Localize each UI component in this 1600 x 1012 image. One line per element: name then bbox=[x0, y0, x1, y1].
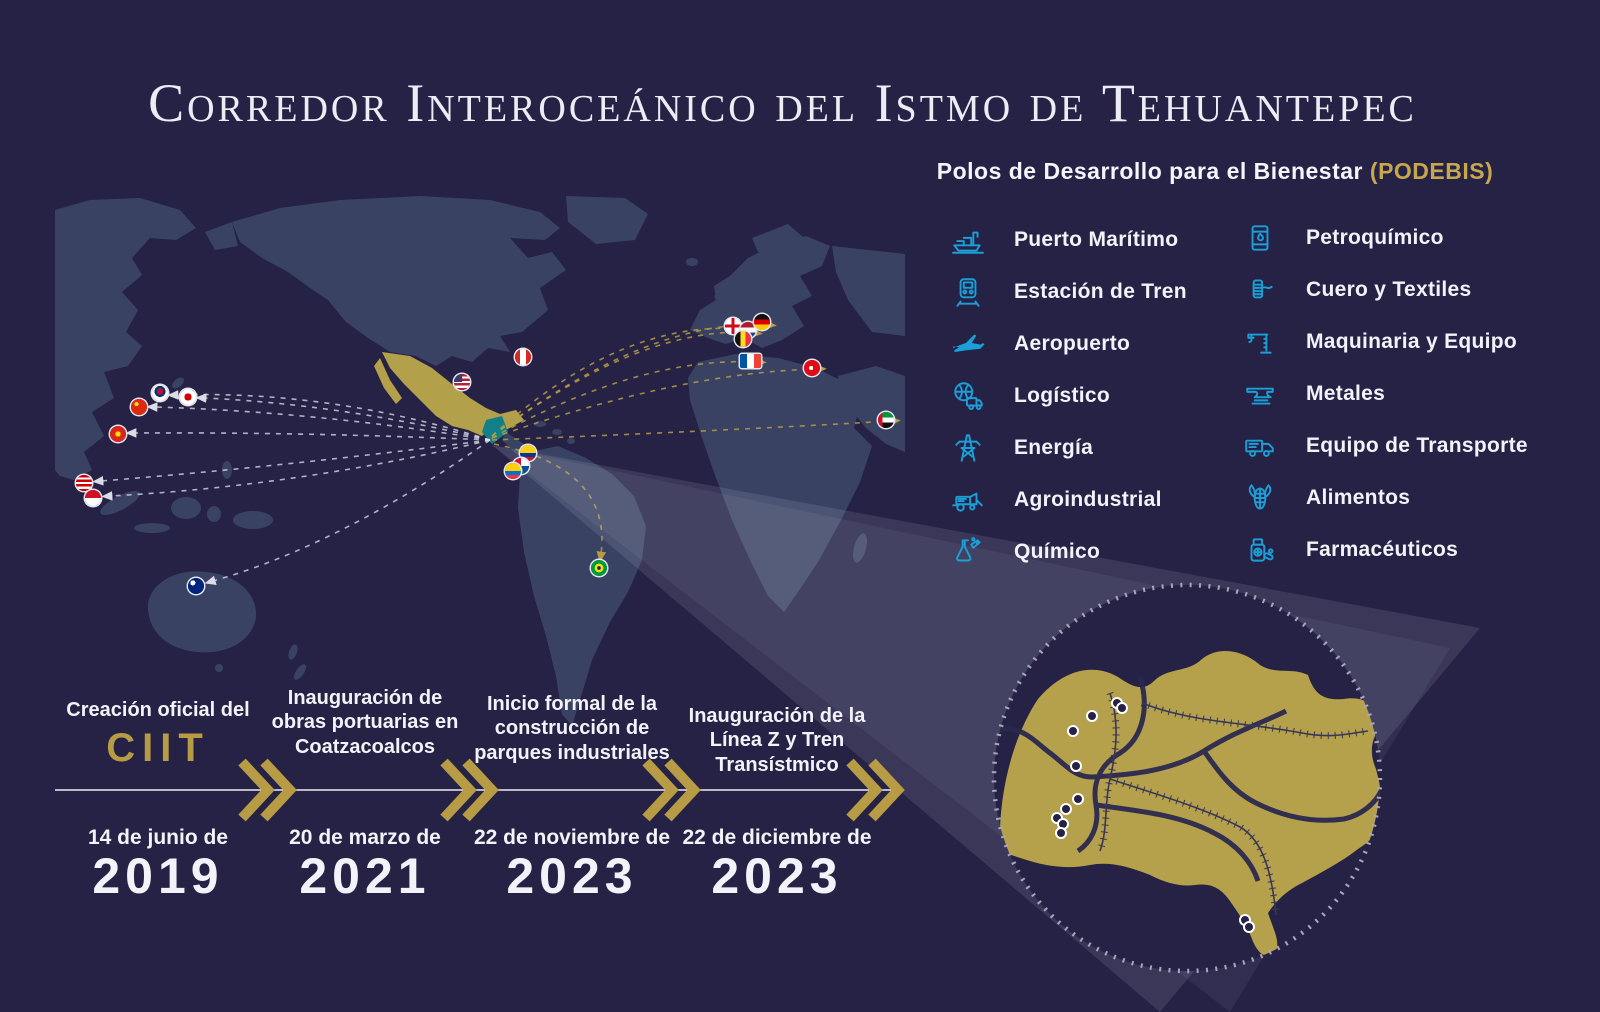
sector-metales: Metales bbox=[1240, 368, 1528, 420]
flag-turkey-icon bbox=[804, 360, 820, 376]
harvester-icon bbox=[948, 483, 988, 517]
sector-label: Químico bbox=[1014, 540, 1101, 563]
podebis-acronym: (PODEBIS) bbox=[1369, 158, 1494, 184]
timeline-chevrons bbox=[238, 758, 905, 822]
connection-lines bbox=[92, 320, 901, 585]
isthmus-highlight bbox=[482, 416, 508, 444]
timeline-caption-accent: CIIT bbox=[106, 726, 210, 771]
timeline-caption-text: Creación oficial del bbox=[66, 699, 250, 721]
thread-spool-icon bbox=[1240, 273, 1280, 307]
plane-icon bbox=[948, 327, 988, 361]
sector-aeropuerto: Aeropuerto bbox=[948, 318, 1187, 370]
sector-label: Metales bbox=[1306, 382, 1386, 405]
timeline-date-4: 22 de diciembre de 2023 bbox=[667, 826, 887, 903]
truck-icon bbox=[1240, 429, 1280, 463]
sector-label: Estación de Tren bbox=[1014, 280, 1187, 303]
timeline-caption-1: Creación oficial del CIIT bbox=[58, 698, 258, 773]
power-tower-icon bbox=[948, 431, 988, 465]
sector-maquinaria-equipo: Maquinaria y Equipo bbox=[1240, 316, 1528, 368]
inset-site-dots bbox=[1051, 697, 1255, 933]
sector-label: Equipo de Transporte bbox=[1306, 434, 1528, 457]
flag-china-icon bbox=[131, 399, 147, 415]
flag-usa-icon bbox=[454, 374, 470, 390]
flag-germany-icon bbox=[754, 314, 770, 330]
sector-petroquimico: Petroquímico bbox=[1240, 212, 1528, 264]
timeline-date-text: 22 de diciembre de bbox=[682, 826, 872, 849]
sector-label: Aeropuerto bbox=[1014, 332, 1131, 355]
flag-uae-icon bbox=[878, 412, 894, 428]
timeline-date-1: 14 de junio de 2019 bbox=[58, 826, 258, 903]
ship-icon bbox=[948, 223, 988, 257]
timeline-date-text: 20 de marzo de bbox=[289, 826, 441, 849]
sector-label: Maquinaria y Equipo bbox=[1306, 330, 1518, 353]
timeline-year: 2021 bbox=[299, 848, 431, 904]
sector-farmaceuticos: Farmacéuticos bbox=[1240, 524, 1528, 576]
sector-label: Agroindustrial bbox=[1014, 488, 1162, 511]
flag-vietnam-icon bbox=[110, 426, 126, 442]
mexico-region bbox=[374, 352, 524, 444]
sector-cuero-textiles: Cuero y Textiles bbox=[1240, 264, 1528, 316]
timeline-year: 2019 bbox=[92, 848, 224, 904]
inset-dotted-border bbox=[991, 582, 1383, 974]
sector-label: Alimentos bbox=[1306, 486, 1411, 509]
inset-isthmus-map bbox=[991, 582, 1383, 974]
flag-colombia-icon bbox=[520, 445, 536, 461]
medicine-bottle-icon bbox=[1240, 533, 1280, 567]
sector-label: Petroquímico bbox=[1306, 226, 1444, 249]
globe-truck-icon bbox=[948, 379, 988, 413]
flag-japan-icon bbox=[180, 389, 196, 405]
flag-uk-icon bbox=[725, 318, 741, 334]
timeline-date-text: 14 de junio de bbox=[87, 826, 229, 849]
continents bbox=[55, 196, 905, 726]
inset-railways bbox=[1096, 691, 1369, 916]
page-title: Corredor Interoceánico del Istmo de Tehu… bbox=[148, 73, 1417, 134]
timeline-year: 2023 bbox=[711, 848, 843, 904]
flag-brazil-icon bbox=[591, 560, 607, 576]
sector-quimico: Químico bbox=[948, 526, 1187, 578]
sector-label: Logístico bbox=[1014, 384, 1111, 407]
inset-landmass bbox=[999, 651, 1380, 956]
sector-label: Farmacéuticos bbox=[1306, 538, 1459, 561]
timeline-date-2: 20 de marzo de 2021 bbox=[265, 826, 465, 903]
sector-alimentos: Alimentos bbox=[1240, 472, 1528, 524]
flag-australia-icon bbox=[188, 578, 204, 594]
podebis-heading-text: Polos de Desarrollo para el Bienestar bbox=[936, 158, 1364, 184]
timeline-year: 2023 bbox=[506, 848, 638, 904]
oil-barrel-icon bbox=[1240, 221, 1280, 255]
train-icon bbox=[948, 275, 988, 309]
podebis-column-left: Puerto Marítimo Estación de Tren Aeropue… bbox=[948, 214, 1187, 578]
sector-puerto-maritimo: Puerto Marítimo bbox=[948, 214, 1187, 266]
sector-label: Puerto Marítimo bbox=[1014, 228, 1179, 251]
timeline-caption-2: Inauguración de obras portuarias en Coat… bbox=[271, 687, 459, 758]
timeline-axis bbox=[55, 758, 905, 822]
corn-icon bbox=[1240, 481, 1280, 515]
crane-icon bbox=[1240, 325, 1280, 359]
podebis-column-right: Petroquímico Cuero y Textiles Maquinaria… bbox=[1240, 212, 1528, 576]
flag-ecuador-icon bbox=[505, 463, 521, 479]
flag-south-korea-icon bbox=[152, 385, 168, 401]
sector-label: Energía bbox=[1014, 436, 1094, 459]
sector-label: Cuero y Textiles bbox=[1306, 278, 1472, 301]
podebis-heading: Polos de Desarrollo para el Bienestar (P… bbox=[905, 158, 1525, 185]
sector-equipo-transporte: Equipo de Transporte bbox=[1240, 420, 1528, 472]
flag-canada-icon bbox=[515, 349, 531, 365]
inset-roads bbox=[995, 676, 1380, 882]
timeline-caption-4: Inauguración de la Línea Z y Tren Transí… bbox=[688, 705, 866, 776]
flag-malaysia-icon bbox=[76, 475, 92, 491]
sector-logistico: Logístico bbox=[948, 370, 1187, 422]
timeline-caption-3: Inicio formal de la construcción de parq… bbox=[474, 693, 670, 764]
sector-agroindustrial: Agroindustrial bbox=[948, 474, 1187, 526]
flag-indonesia-icon bbox=[85, 490, 101, 506]
flask-icon bbox=[948, 535, 988, 569]
sector-estacion-tren: Estación de Tren bbox=[948, 266, 1187, 318]
timeline-date-3: 22 de noviembre de 2023 bbox=[462, 826, 682, 903]
flag-france-icon bbox=[740, 354, 761, 368]
anvil-icon bbox=[1240, 377, 1280, 411]
sector-energia: Energía bbox=[948, 422, 1187, 474]
timeline-date-text: 22 de noviembre de bbox=[473, 826, 671, 849]
flag-belgium-icon bbox=[735, 331, 751, 347]
